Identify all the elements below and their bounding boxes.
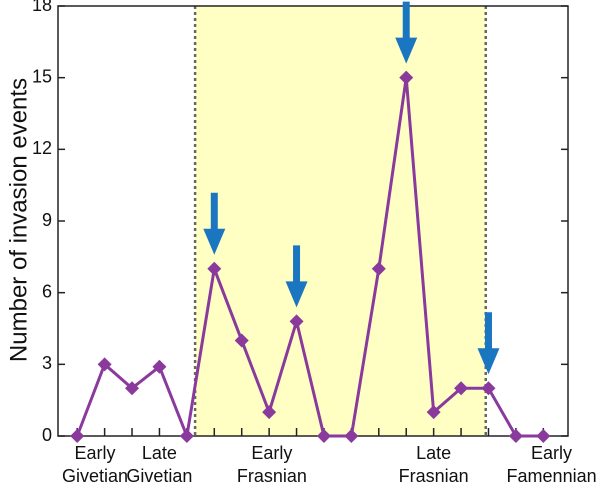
x-tick-label: Late Givetian bbox=[126, 443, 193, 486]
arrow bbox=[477, 312, 500, 375]
y-tick-label: 0 bbox=[42, 425, 52, 445]
x-tick-label: Early Givetian bbox=[61, 443, 129, 486]
data-point bbox=[262, 405, 277, 420]
y-tick-label: 18 bbox=[32, 0, 52, 15]
y-tick-label: 6 bbox=[42, 281, 52, 301]
data-point bbox=[536, 429, 551, 443]
arrow bbox=[203, 192, 226, 255]
y-tick-label: 15 bbox=[32, 66, 52, 86]
data-point bbox=[70, 429, 85, 443]
data-point bbox=[344, 429, 359, 443]
data-point bbox=[125, 381, 140, 396]
data-point bbox=[481, 381, 496, 396]
x-tick-label: Early Famennian bbox=[506, 443, 597, 486]
data-point bbox=[97, 357, 112, 372]
x-tick-label: Late Frasnian bbox=[398, 443, 469, 486]
arrow bbox=[285, 245, 308, 308]
data-point bbox=[316, 429, 331, 443]
data-point bbox=[234, 333, 249, 348]
arrow bbox=[395, 1, 418, 64]
data-point bbox=[371, 261, 386, 276]
y-tick-label: 3 bbox=[42, 353, 52, 373]
data-point bbox=[454, 381, 469, 396]
y-tick-label: 12 bbox=[32, 138, 52, 158]
data-point bbox=[179, 429, 194, 443]
data-point bbox=[152, 359, 167, 374]
data-point bbox=[399, 70, 414, 85]
shaded-region bbox=[195, 6, 486, 436]
data-point bbox=[426, 405, 441, 420]
x-tick-label: Early Frasnian bbox=[236, 443, 307, 486]
data-point bbox=[207, 261, 222, 276]
y-tick-label: 9 bbox=[42, 210, 52, 230]
data-point bbox=[508, 429, 523, 443]
y-axis-label: Number of invasion events bbox=[5, 78, 32, 362]
data-point bbox=[289, 314, 304, 329]
